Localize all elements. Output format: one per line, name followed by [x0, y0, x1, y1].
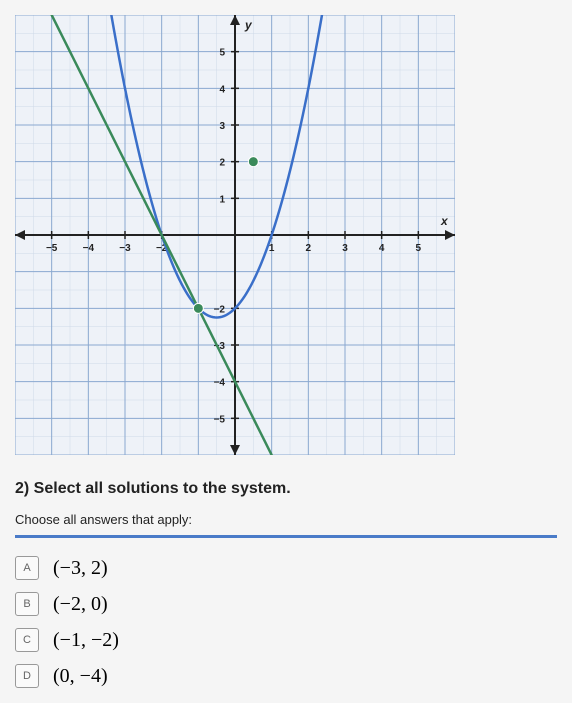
svg-text:−2: −2	[214, 304, 226, 315]
svg-text:2: 2	[219, 158, 225, 169]
svg-text:3: 3	[342, 243, 348, 254]
svg-text:−4: −4	[83, 243, 95, 254]
coordinate-graph: −5−4−3−212345−5−4−3−212345xy	[15, 15, 455, 455]
svg-text:3: 3	[219, 121, 225, 132]
choice-d[interactable]: D (0, −4)	[15, 664, 557, 688]
question-text: 2) Select all solutions to the system.	[15, 480, 557, 498]
svg-text:2: 2	[306, 243, 312, 254]
choice-box-c[interactable]: C	[15, 628, 39, 652]
choice-box-b[interactable]: B	[15, 592, 39, 616]
choice-label-a: (−3, 2)	[53, 557, 108, 580]
svg-text:−4: −4	[214, 378, 226, 389]
graph-container: −5−4−3−212345−5−4−3−212345xy	[15, 15, 557, 460]
svg-text:−5: −5	[46, 243, 58, 254]
svg-text:4: 4	[219, 84, 225, 95]
instruction-text: Choose all answers that apply:	[15, 512, 557, 527]
divider	[15, 535, 557, 538]
svg-text:5: 5	[219, 48, 225, 59]
choice-a[interactable]: A (−3, 2)	[15, 556, 557, 580]
svg-text:4: 4	[379, 243, 385, 254]
choice-box-d[interactable]: D	[15, 664, 39, 688]
svg-text:5: 5	[416, 243, 422, 254]
choice-c[interactable]: C (−1, −2)	[15, 628, 557, 652]
svg-text:y: y	[244, 18, 253, 32]
choice-box-a[interactable]: A	[15, 556, 39, 580]
svg-text:−5: −5	[214, 414, 226, 425]
choice-label-d: (0, −4)	[53, 665, 108, 688]
svg-text:1: 1	[219, 194, 225, 205]
choice-b[interactable]: B (−2, 0)	[15, 592, 557, 616]
svg-text:−3: −3	[119, 243, 131, 254]
svg-text:x: x	[440, 214, 449, 228]
svg-text:1: 1	[269, 243, 275, 254]
choices-list: A (−3, 2) B (−2, 0) C (−1, −2) D (0, −4)	[15, 556, 557, 688]
choice-label-b: (−2, 0)	[53, 593, 108, 616]
choice-label-c: (−1, −2)	[53, 629, 119, 652]
